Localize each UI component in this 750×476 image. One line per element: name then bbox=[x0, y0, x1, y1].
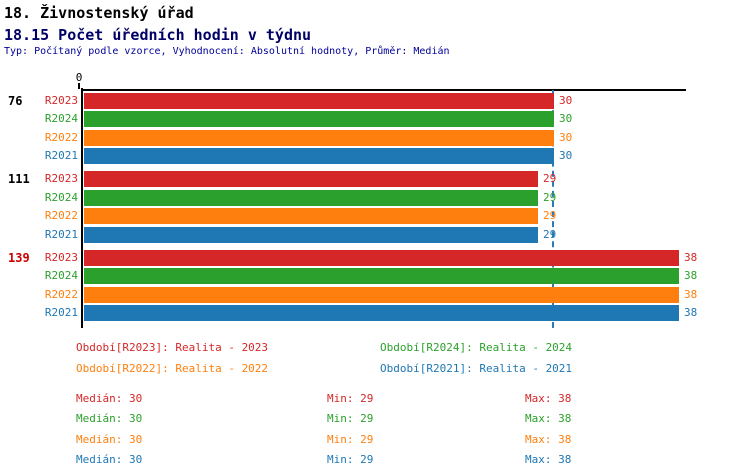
bar-value-label: 29 bbox=[543, 191, 557, 204]
legend-item: Období[R2022]: Realita - 2022 bbox=[76, 362, 269, 375]
bar-value-label: 29 bbox=[543, 172, 557, 185]
bar-value-label: 29 bbox=[543, 228, 557, 241]
stat-min: Min: 29 bbox=[327, 453, 374, 466]
bar bbox=[84, 148, 554, 164]
series-label: R2022 bbox=[44, 131, 78, 144]
stat-min: Min: 29 bbox=[327, 392, 374, 405]
bar bbox=[84, 305, 679, 321]
series-label: R2021 bbox=[44, 306, 78, 319]
bar bbox=[84, 93, 554, 109]
series-label: R2023 bbox=[44, 94, 78, 107]
group-label: 139 bbox=[8, 251, 30, 265]
stat-median: Medián: 30 bbox=[76, 453, 143, 466]
legend-item: Období[R2024]: Realita - 2024 bbox=[380, 341, 573, 354]
stat-min: Min: 29 bbox=[327, 433, 374, 446]
series-label: R2023 bbox=[44, 251, 78, 264]
stat-max: Max: 38 bbox=[525, 433, 572, 446]
stat-max: Max: 38 bbox=[525, 392, 572, 405]
series-label: R2023 bbox=[44, 172, 78, 185]
bar bbox=[84, 111, 554, 127]
axis-left-line bbox=[81, 88, 83, 328]
median-guideline bbox=[552, 90, 554, 328]
legend-item: Období[R2021]: Realita - 2021 bbox=[380, 362, 573, 375]
bar bbox=[84, 227, 538, 243]
series-label: R2021 bbox=[44, 149, 78, 162]
bar-value-label: 38 bbox=[684, 269, 698, 282]
stat-max: Max: 38 bbox=[525, 412, 572, 425]
bar-value-label: 38 bbox=[684, 306, 698, 319]
bar-value-label: 30 bbox=[559, 131, 573, 144]
report-title: 18. Živnostenský úřad bbox=[4, 4, 194, 22]
bar-value-label: 29 bbox=[543, 209, 557, 222]
stat-median: Medián: 30 bbox=[76, 412, 143, 425]
bar bbox=[84, 171, 538, 187]
legend-item: Období[R2023]: Realita - 2023 bbox=[76, 341, 269, 354]
chart-title: 18.15 Počet úředních hodin v týdnu bbox=[4, 26, 312, 44]
bar bbox=[84, 250, 679, 266]
stat-max: Max: 38 bbox=[525, 453, 572, 466]
stat-min: Min: 29 bbox=[327, 412, 374, 425]
series-label: R2022 bbox=[44, 288, 78, 301]
series-label: R2024 bbox=[44, 191, 78, 204]
series-label: R2024 bbox=[44, 112, 78, 125]
bar-value-label: 38 bbox=[684, 288, 698, 301]
bar bbox=[84, 268, 679, 284]
bar bbox=[84, 190, 538, 206]
axis-top-line bbox=[81, 89, 686, 91]
bar-value-label: 30 bbox=[559, 112, 573, 125]
group-label: 111 bbox=[8, 172, 30, 186]
bar-value-label: 30 bbox=[559, 149, 573, 162]
stat-median: Medián: 30 bbox=[76, 392, 143, 405]
group-label: 76 bbox=[8, 94, 23, 108]
series-label: R2022 bbox=[44, 209, 78, 222]
bar bbox=[84, 287, 679, 303]
series-label: R2024 bbox=[44, 269, 78, 282]
bar bbox=[84, 130, 554, 146]
bar-value-label: 30 bbox=[559, 94, 573, 107]
stat-median: Medián: 30 bbox=[76, 433, 143, 446]
bar bbox=[84, 208, 538, 224]
series-label: R2021 bbox=[44, 228, 78, 241]
axis-zero-label: 0 bbox=[75, 71, 83, 84]
chart-meta-line: Typ: Počítaný podle vzorce, Vyhodnocení:… bbox=[4, 46, 450, 57]
axis-zero-tick bbox=[78, 83, 80, 89]
bar-value-label: 38 bbox=[684, 251, 698, 264]
